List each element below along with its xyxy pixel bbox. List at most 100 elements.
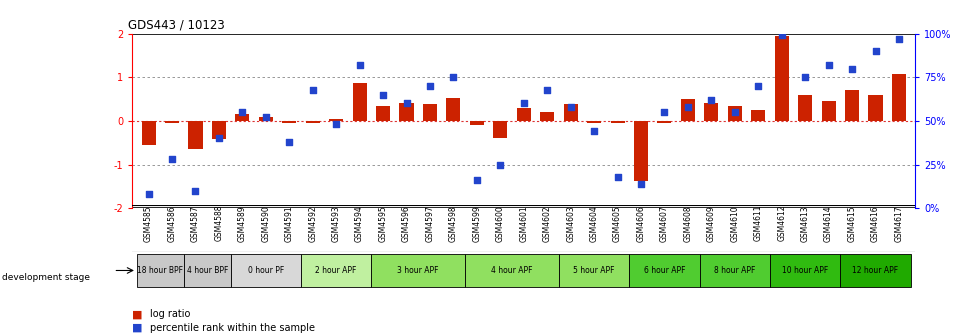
Text: 18 hour BPF: 18 hour BPF bbox=[137, 266, 183, 275]
Text: 4 hour BPF: 4 hour BPF bbox=[187, 266, 228, 275]
Text: ■: ■ bbox=[132, 309, 143, 319]
Point bbox=[633, 181, 648, 186]
Text: GSM4603: GSM4603 bbox=[565, 205, 575, 242]
Text: 2 hour APF: 2 hour APF bbox=[315, 266, 357, 275]
Bar bbox=[657, 121, 671, 123]
Bar bbox=[399, 103, 413, 121]
Text: 10 hour APF: 10 hour APF bbox=[781, 266, 827, 275]
Text: log ratio: log ratio bbox=[150, 309, 190, 319]
Text: GSM4593: GSM4593 bbox=[332, 205, 340, 242]
Point bbox=[680, 104, 695, 110]
Bar bbox=[184, 254, 231, 287]
Point bbox=[328, 122, 343, 127]
Text: GSM4592: GSM4592 bbox=[308, 205, 317, 242]
Point bbox=[398, 101, 414, 106]
Point bbox=[609, 174, 625, 179]
Text: GDS443 / 10123: GDS443 / 10123 bbox=[128, 18, 225, 31]
Text: GSM4596: GSM4596 bbox=[402, 205, 411, 242]
Bar bbox=[142, 121, 156, 145]
Point bbox=[351, 62, 367, 68]
Text: GSM4588: GSM4588 bbox=[214, 205, 223, 242]
Point bbox=[375, 92, 390, 97]
Bar bbox=[769, 254, 839, 287]
Text: 12 hour APF: 12 hour APF bbox=[852, 266, 898, 275]
Text: GSM4591: GSM4591 bbox=[285, 205, 293, 242]
Text: 0 hour PF: 0 hour PF bbox=[247, 266, 284, 275]
Bar bbox=[422, 104, 436, 121]
Point bbox=[562, 104, 578, 110]
Point bbox=[281, 139, 296, 144]
Point bbox=[750, 83, 766, 89]
Bar bbox=[844, 90, 859, 121]
Text: GSM4590: GSM4590 bbox=[261, 205, 270, 242]
Bar bbox=[352, 83, 367, 121]
Text: GSM4597: GSM4597 bbox=[425, 205, 434, 242]
Bar bbox=[258, 118, 273, 121]
Text: GSM4600: GSM4600 bbox=[495, 205, 505, 242]
Point bbox=[235, 110, 250, 115]
Text: GSM4587: GSM4587 bbox=[191, 205, 200, 242]
Text: ■: ■ bbox=[132, 323, 143, 333]
Bar bbox=[282, 121, 296, 123]
Text: GSM4612: GSM4612 bbox=[777, 205, 785, 242]
Point bbox=[468, 178, 484, 183]
Bar bbox=[703, 103, 718, 121]
Point bbox=[773, 33, 788, 38]
Bar bbox=[634, 121, 647, 181]
Bar bbox=[797, 95, 812, 121]
Text: GSM4613: GSM4613 bbox=[800, 205, 809, 242]
Text: GSM4586: GSM4586 bbox=[167, 205, 176, 242]
Text: 3 hour APF: 3 hour APF bbox=[397, 266, 438, 275]
Point bbox=[890, 36, 906, 42]
Bar bbox=[469, 121, 483, 125]
Bar bbox=[300, 254, 371, 287]
Text: 5 hour APF: 5 hour APF bbox=[573, 266, 614, 275]
Bar bbox=[629, 254, 699, 287]
Text: percentile rank within the sample: percentile rank within the sample bbox=[150, 323, 315, 333]
Text: GSM4616: GSM4616 bbox=[870, 205, 879, 242]
Text: GSM4615: GSM4615 bbox=[847, 205, 856, 242]
Point bbox=[820, 62, 835, 68]
Bar bbox=[558, 254, 629, 287]
Point bbox=[586, 129, 601, 134]
Point bbox=[258, 115, 274, 120]
Bar bbox=[727, 106, 741, 121]
Text: GSM4607: GSM4607 bbox=[659, 205, 668, 242]
Point bbox=[141, 192, 156, 197]
Text: GSM4602: GSM4602 bbox=[542, 205, 552, 242]
Point bbox=[188, 188, 203, 194]
Text: 8 hour APF: 8 hour APF bbox=[713, 266, 755, 275]
Point bbox=[445, 75, 461, 80]
Bar bbox=[839, 254, 910, 287]
Text: GSM4614: GSM4614 bbox=[823, 205, 832, 242]
Text: GSM4589: GSM4589 bbox=[238, 205, 246, 242]
Bar bbox=[587, 121, 600, 123]
Bar bbox=[563, 104, 577, 121]
Text: 4 hour APF: 4 hour APF bbox=[491, 266, 532, 275]
Bar bbox=[493, 121, 507, 137]
Text: development stage: development stage bbox=[2, 273, 90, 282]
Text: GSM4606: GSM4606 bbox=[636, 205, 645, 242]
Point bbox=[304, 87, 320, 92]
Text: GSM4605: GSM4605 bbox=[612, 205, 621, 242]
Point bbox=[843, 66, 859, 71]
Text: GSM4609: GSM4609 bbox=[706, 205, 715, 242]
Point bbox=[422, 83, 437, 89]
Text: GSM4608: GSM4608 bbox=[683, 205, 691, 242]
Bar bbox=[231, 254, 300, 287]
Point bbox=[703, 97, 719, 103]
Bar bbox=[516, 108, 530, 121]
Bar bbox=[446, 98, 460, 121]
Bar bbox=[610, 121, 624, 123]
Point bbox=[492, 162, 508, 167]
Bar bbox=[891, 74, 905, 121]
Text: GSM4604: GSM4604 bbox=[589, 205, 598, 242]
Text: 6 hour APF: 6 hour APF bbox=[644, 266, 685, 275]
Text: GSM4599: GSM4599 bbox=[471, 205, 481, 242]
Text: GSM4601: GSM4601 bbox=[518, 205, 528, 242]
Bar bbox=[305, 121, 320, 123]
Text: GSM4585: GSM4585 bbox=[144, 205, 153, 242]
Bar bbox=[540, 112, 554, 121]
Text: GSM4598: GSM4598 bbox=[449, 205, 458, 242]
Point bbox=[867, 48, 882, 54]
